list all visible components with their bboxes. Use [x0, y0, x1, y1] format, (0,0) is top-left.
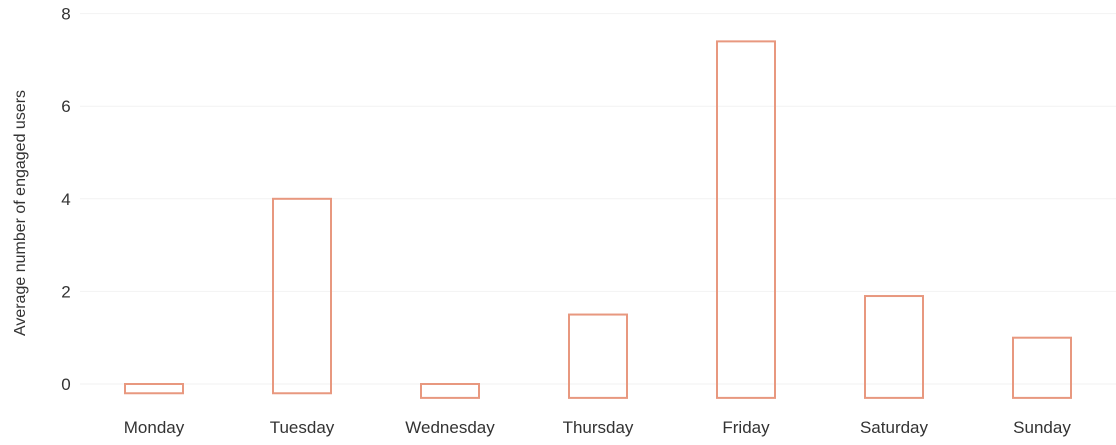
- x-tick-label: Sunday: [1013, 418, 1071, 437]
- x-tick-label: Saturday: [860, 418, 929, 437]
- gridlines: [80, 13, 1116, 385]
- x-axis-ticks: Monday Tuesday Wednesday Thursday Friday Satu…: [124, 418, 1072, 437]
- x-tick-label: Wednesday: [405, 418, 495, 437]
- bars: [124, 40, 1072, 399]
- x-tick-label: Tuesday: [270, 418, 335, 437]
- y-tick-label: 8: [61, 5, 70, 24]
- bar-wednesday: [420, 383, 480, 399]
- y-tick-label: 6: [61, 97, 70, 116]
- x-tick-label: Monday: [124, 418, 185, 437]
- y-axis-ticks: 0 2 4 6 8: [61, 5, 70, 394]
- x-tick-label: Friday: [722, 418, 770, 437]
- x-tick-label: Thursday: [563, 418, 634, 437]
- bar-tuesday: [272, 197, 332, 395]
- bar-saturday: [864, 295, 924, 399]
- y-tick-label: 0: [61, 375, 70, 394]
- bar-sunday: [1012, 336, 1072, 399]
- bar-friday: [716, 40, 776, 399]
- y-tick-label: 2: [61, 282, 70, 301]
- y-axis-label: Average number of engaged users: [12, 90, 29, 336]
- bar-monday: [124, 383, 184, 395]
- bar-thursday: [568, 313, 628, 399]
- y-tick-label: 4: [61, 190, 70, 209]
